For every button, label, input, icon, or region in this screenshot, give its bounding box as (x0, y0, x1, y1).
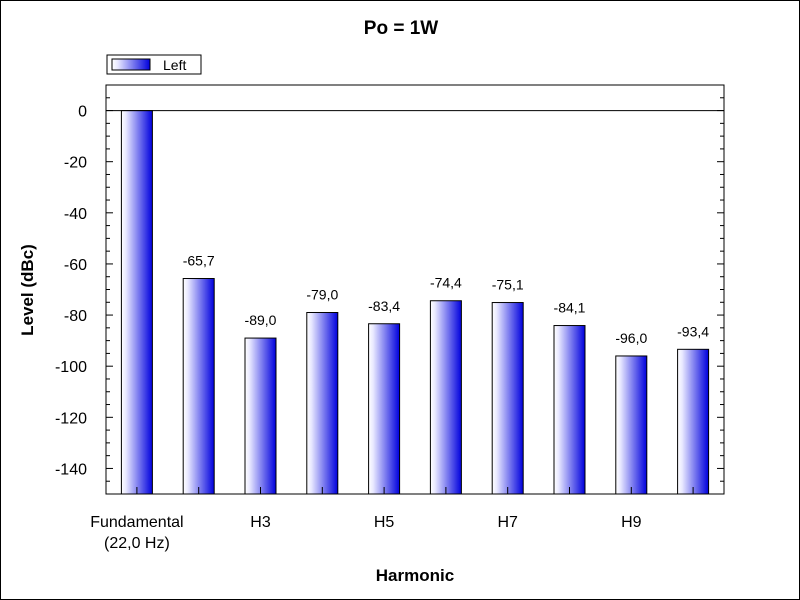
bar (244, 337, 277, 495)
y-tick-label: -40 (64, 206, 87, 223)
bar (429, 300, 462, 495)
bar (120, 110, 153, 495)
bar-value-label: -75,1 (492, 277, 524, 293)
y-tick-label: -20 (64, 155, 87, 172)
bar (553, 325, 586, 495)
bar (368, 323, 401, 495)
bar-value-label: -74,4 (430, 275, 462, 291)
x-category-label: (22,0 Hz) (104, 535, 170, 552)
bar-value-label: -93,4 (677, 323, 709, 339)
bar (491, 302, 524, 495)
x-axis-title: Harmonic (376, 566, 454, 585)
bar-value-label: -96,0 (615, 330, 647, 346)
x-category-label: H5 (374, 514, 395, 531)
bar (677, 348, 710, 495)
y-axis-title: Level (dBc) (18, 244, 37, 336)
bar (615, 355, 648, 495)
chart-title: Po = 1W (364, 18, 438, 39)
y-tick-label: -120 (55, 410, 87, 427)
bar (306, 312, 339, 495)
bar-value-label: -79,0 (306, 287, 338, 303)
y-tick-label: -100 (55, 359, 87, 376)
y-tick-label: -80 (64, 308, 87, 325)
plot-area: 0 -20 -40 -60 -80 -100 -120 -140 -65,7 -89,0 -79,0… (55, 84, 725, 552)
x-category-label: H7 (497, 514, 518, 531)
bar-value-label: -84,1 (554, 300, 586, 316)
y-tick-label: -60 (64, 257, 87, 274)
x-category-label: H3 (250, 514, 271, 531)
y-tick-label: 0 (78, 104, 87, 121)
x-category-label: Fundamental (90, 514, 183, 531)
legend: Left (106, 54, 202, 75)
legend-swatch (111, 58, 151, 71)
bar (182, 278, 215, 495)
bar-value-label: -65,7 (183, 253, 215, 269)
y-tick-label: -140 (55, 461, 87, 478)
bar-value-label: -89,0 (245, 312, 277, 328)
legend-label: Left (163, 57, 186, 73)
bar-value-label: -83,4 (368, 298, 400, 314)
x-category-label: H9 (621, 514, 642, 531)
